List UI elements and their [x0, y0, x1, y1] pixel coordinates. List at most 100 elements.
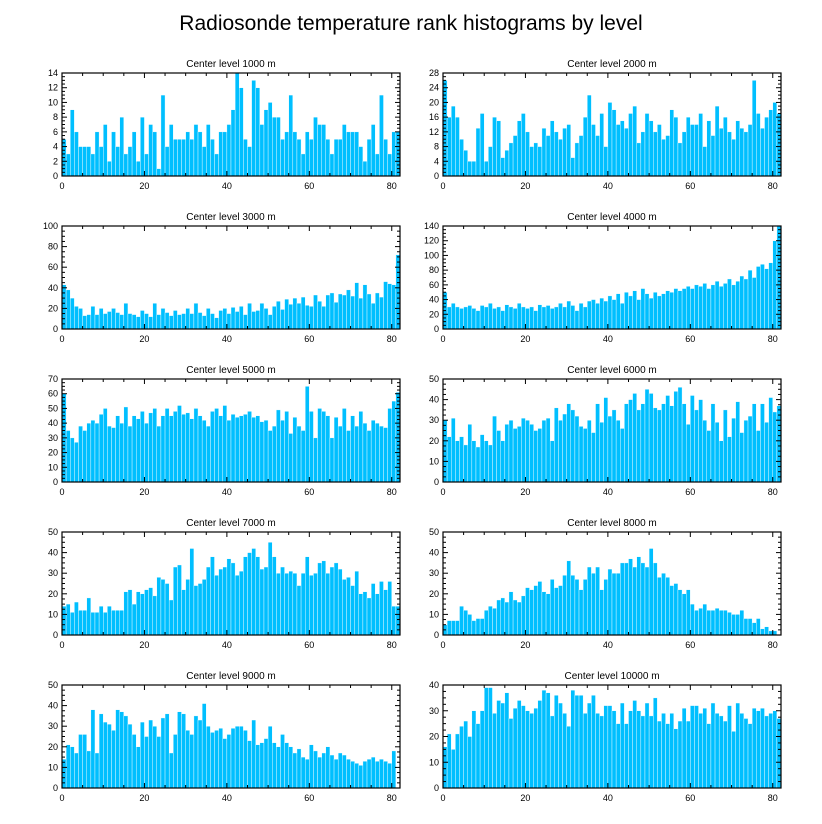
histogram-bar — [624, 723, 629, 789]
histogram-bar — [255, 415, 261, 483]
histogram-bar — [127, 313, 133, 330]
histogram-bar — [218, 310, 223, 330]
x-tick-label: 40 — [603, 487, 613, 497]
histogram-bar — [743, 278, 749, 330]
histogram-bar — [354, 763, 359, 789]
panel-3: Center level 3000 m 0 20 40 60 80 0 20 40 60 80 100 — [43, 212, 401, 344]
histogram-bar — [164, 146, 170, 177]
histogram-bar — [751, 707, 757, 789]
histogram-bar — [243, 556, 248, 636]
histogram-bar — [446, 620, 452, 636]
histogram-bar — [648, 393, 654, 483]
histogram-bar — [292, 573, 298, 636]
histogram-bar — [636, 299, 642, 330]
histogram-bar — [525, 587, 530, 636]
histogram-bar — [115, 709, 120, 789]
histogram-bar — [496, 430, 501, 483]
histogram-bar — [317, 756, 322, 789]
histogram-bar — [181, 414, 186, 483]
histogram-bar — [366, 293, 372, 330]
histogram-bar — [115, 610, 120, 636]
histogram-bar — [541, 306, 547, 330]
histogram-bar — [648, 548, 654, 636]
histogram-bar — [566, 403, 571, 483]
histogram-bar — [90, 612, 96, 636]
histogram-bar — [446, 733, 452, 789]
histogram-bar — [284, 298, 289, 330]
histogram-bar — [611, 573, 617, 636]
y-tick-label: 60 — [48, 262, 58, 272]
histogram-bar — [516, 601, 522, 636]
histogram-bar — [284, 742, 289, 789]
y-tick-label: 0 — [434, 324, 439, 334]
histogram-bar — [78, 308, 83, 330]
histogram-bar — [140, 593, 145, 636]
histogram-bar — [280, 309, 285, 330]
y-tick-label: 30 — [429, 415, 439, 425]
histogram-bar — [591, 573, 596, 636]
histogram-bar — [463, 306, 468, 330]
histogram-bar — [521, 113, 526, 177]
y-tick-label: 8 — [434, 142, 439, 152]
histogram-bar — [463, 720, 468, 789]
histogram-bar — [549, 440, 555, 483]
x-tick-label: 0 — [440, 640, 445, 650]
panel-2: Center level 2000 m 0 20 40 60 80 0 4 8 12 16 20 24 2… — [429, 59, 782, 191]
histogram-bar — [362, 161, 368, 177]
histogram-bar — [247, 146, 252, 177]
histogram-bar — [144, 313, 149, 330]
histogram-bar — [140, 721, 145, 789]
x-tick-label: 40 — [222, 487, 232, 497]
x-tick-label: 20 — [139, 487, 149, 497]
histogram-bar — [471, 440, 477, 483]
histogram-bar — [747, 124, 753, 177]
histogram-bar — [751, 80, 757, 177]
histogram-bar — [496, 700, 501, 789]
histogram-bar — [611, 710, 617, 789]
panel-7: Center level 7000 m 0 20 40 60 80 0 10 20 30 40 50 — [48, 518, 401, 650]
y-tick-label: 4 — [434, 156, 439, 166]
histogram-bar — [582, 306, 588, 330]
histogram-bar — [599, 715, 604, 789]
histogram-bar — [665, 395, 670, 483]
histogram-bar — [103, 721, 108, 789]
histogram-bar — [115, 146, 120, 177]
histogram-bar — [475, 723, 481, 789]
histogram-bar — [354, 282, 359, 330]
histogram-bar — [74, 131, 79, 177]
histogram-bar — [677, 290, 683, 330]
histogram-bar — [562, 306, 567, 330]
histogram-bar — [681, 593, 687, 636]
x-tick-label: 60 — [304, 487, 314, 497]
histogram-bar — [337, 425, 343, 483]
histogram-bar — [366, 758, 372, 789]
histogram-bar — [325, 573, 331, 636]
histogram-bar — [718, 286, 724, 330]
histogram-bar — [698, 399, 703, 483]
x-tick-label: 80 — [768, 793, 778, 803]
histogram-bar — [276, 409, 281, 483]
histogram-bar — [492, 713, 497, 789]
y-tick-label: 0 — [53, 477, 58, 487]
histogram-bar — [455, 116, 460, 177]
x-tick-label: 60 — [685, 334, 695, 344]
histogram-bar — [214, 153, 219, 177]
histogram-bar — [193, 124, 199, 177]
histogram-bar — [640, 562, 646, 636]
histogram-bar — [628, 399, 633, 483]
histogram-bar — [690, 705, 695, 789]
histogram-bar — [479, 710, 485, 789]
x-tick-label: 80 — [387, 181, 397, 191]
histogram-bar — [222, 308, 228, 330]
histogram-bar — [387, 763, 392, 789]
histogram-bar — [354, 425, 359, 483]
histogram-bar — [587, 94, 592, 177]
histogram-bar — [727, 436, 732, 483]
x-tick-label: 40 — [222, 181, 232, 191]
histogram-bar — [558, 420, 563, 483]
histogram-bar — [313, 750, 318, 789]
x-tick-label: 80 — [387, 640, 397, 650]
histogram-bar — [735, 614, 740, 636]
histogram-bar — [135, 591, 141, 636]
histogram-bar — [230, 109, 236, 177]
